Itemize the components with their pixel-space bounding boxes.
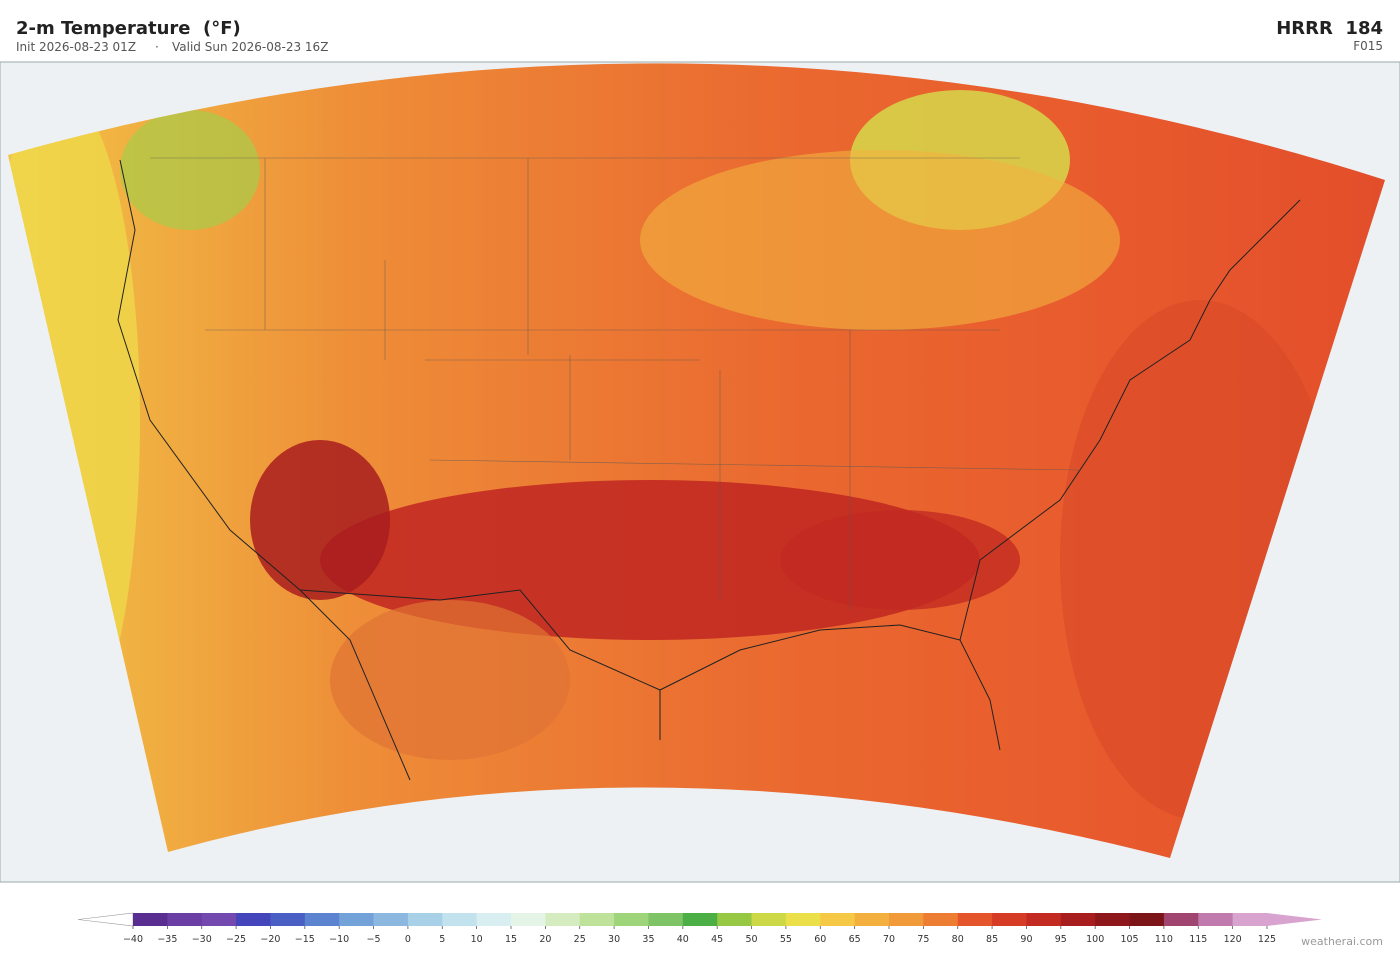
colorbar-bin — [648, 913, 684, 926]
colorbar-tick-label: 20 — [539, 934, 551, 945]
colorbar-tick-label: 40 — [677, 934, 689, 945]
colorbar-bin — [1198, 913, 1234, 926]
colorbar-tick-label: 110 — [1155, 934, 1173, 945]
colorbar-tick-label: 100 — [1086, 934, 1104, 945]
colorbar-bin — [133, 913, 168, 926]
colorbar-bin — [614, 913, 649, 926]
colorbar-tick-label: 60 — [814, 934, 826, 945]
field-patch — [120, 110, 260, 230]
model-name: HRRR 184 — [1276, 18, 1383, 39]
colorbar-bin — [407, 913, 443, 926]
colorbar-bin — [751, 913, 787, 926]
colorbar-bin — [579, 913, 615, 926]
colorbar-bin — [545, 913, 581, 926]
init-time: Init 2026-08-23 01Z — [16, 40, 136, 54]
colorbar-bin — [442, 913, 478, 926]
colorbar-tick-label: −40 — [123, 934, 143, 945]
colorbar-tick-label: 90 — [1020, 934, 1032, 945]
colorbar-tick-label: 50 — [745, 934, 757, 945]
colorbar-tick-label: 45 — [711, 934, 723, 945]
colorbar-bin — [682, 913, 718, 926]
colorbar-tick-label: 35 — [642, 934, 654, 945]
colorbar-bin — [201, 913, 237, 926]
colorbar-tick-label: 55 — [780, 934, 792, 945]
colorbar-tick-label: 115 — [1189, 934, 1207, 945]
colorbar-tick-label: 65 — [849, 934, 861, 945]
colorbar-under — [77, 912, 134, 927]
colorbar-bin — [1095, 913, 1131, 926]
colorbar-tick-label: −5 — [367, 934, 381, 945]
colorbar-over — [1267, 913, 1322, 926]
colorbar-tick-label: −35 — [157, 934, 177, 945]
colorbar-bin — [511, 913, 546, 926]
valid-time: Valid Sun 2026-08-23 16Z — [172, 40, 328, 54]
colorbar-tick-label: 120 — [1224, 934, 1242, 945]
colorbar-tick-label: 75 — [917, 934, 929, 945]
colorbar-tick-label: −15 — [295, 934, 315, 945]
field-patch — [320, 480, 980, 640]
colorbar-bin — [373, 913, 409, 926]
colorbar-bin — [957, 913, 993, 926]
map-title: 2-m Temperature (°F) — [16, 18, 241, 39]
colorbar-bin — [236, 913, 271, 926]
colorbar-bin — [339, 913, 375, 926]
colorbar-tick-label: −10 — [329, 934, 349, 945]
watermark: weatherai.com — [1301, 935, 1383, 948]
colorbar-tick-label: 5 — [439, 934, 445, 945]
colorbar-tick-label: 10 — [471, 934, 483, 945]
colorbar-bin — [304, 913, 340, 926]
colorbar-tick-label: 15 — [505, 934, 517, 945]
colorbar-bin — [820, 913, 856, 926]
colorbar: −40 −35 −30 −25 −20 −15 −10 −5 0 5 10 15 20 25 30 35 40 4… — [77, 912, 1322, 945]
colorbar-tick-label: 95 — [1055, 934, 1067, 945]
colorbar-tick-label: 70 — [883, 934, 895, 945]
colorbar-tick-label: 25 — [574, 934, 586, 945]
colorbar-bin — [1026, 913, 1062, 926]
colorbar-bin — [889, 913, 924, 926]
colorbar-tick-label: 30 — [608, 934, 620, 945]
colorbar-bin — [854, 913, 890, 926]
coastline — [117, 159, 1301, 781]
field-patch — [640, 150, 1120, 330]
state-borders — [150, 157, 1081, 610]
field-patch — [780, 510, 1020, 610]
forecast-hour: F015 — [1353, 39, 1383, 53]
separator: · — [155, 40, 159, 54]
colorbar-tick-label: −30 — [192, 934, 212, 945]
colorbar-tick-label: 125 — [1258, 934, 1276, 945]
colorbar-bin — [1232, 913, 1268, 926]
colorbar-tick-label: 105 — [1120, 934, 1138, 945]
field-patch — [250, 440, 390, 600]
colorbar-tick-label: 85 — [986, 934, 998, 945]
colorbar-bin — [1163, 913, 1199, 926]
colorbar-bin — [270, 913, 306, 926]
colorbar-bin — [992, 913, 1027, 926]
colorbar-bin — [476, 913, 512, 926]
colorbar-tick-label: 80 — [952, 934, 964, 945]
colorbar-bin — [1060, 913, 1096, 926]
colorbar-bin — [923, 913, 959, 926]
colorbar-bin — [167, 913, 203, 926]
colorbar-bin — [785, 913, 821, 926]
colorbar-tick-label: −20 — [260, 934, 280, 945]
field-patch — [330, 600, 570, 760]
colorbar-bin — [1129, 913, 1165, 926]
colorbar-tick-label: 0 — [405, 934, 411, 945]
colorbar-tick-label: −25 — [226, 934, 246, 945]
map — [0, 61, 1400, 883]
colorbar-bin — [717, 913, 753, 926]
